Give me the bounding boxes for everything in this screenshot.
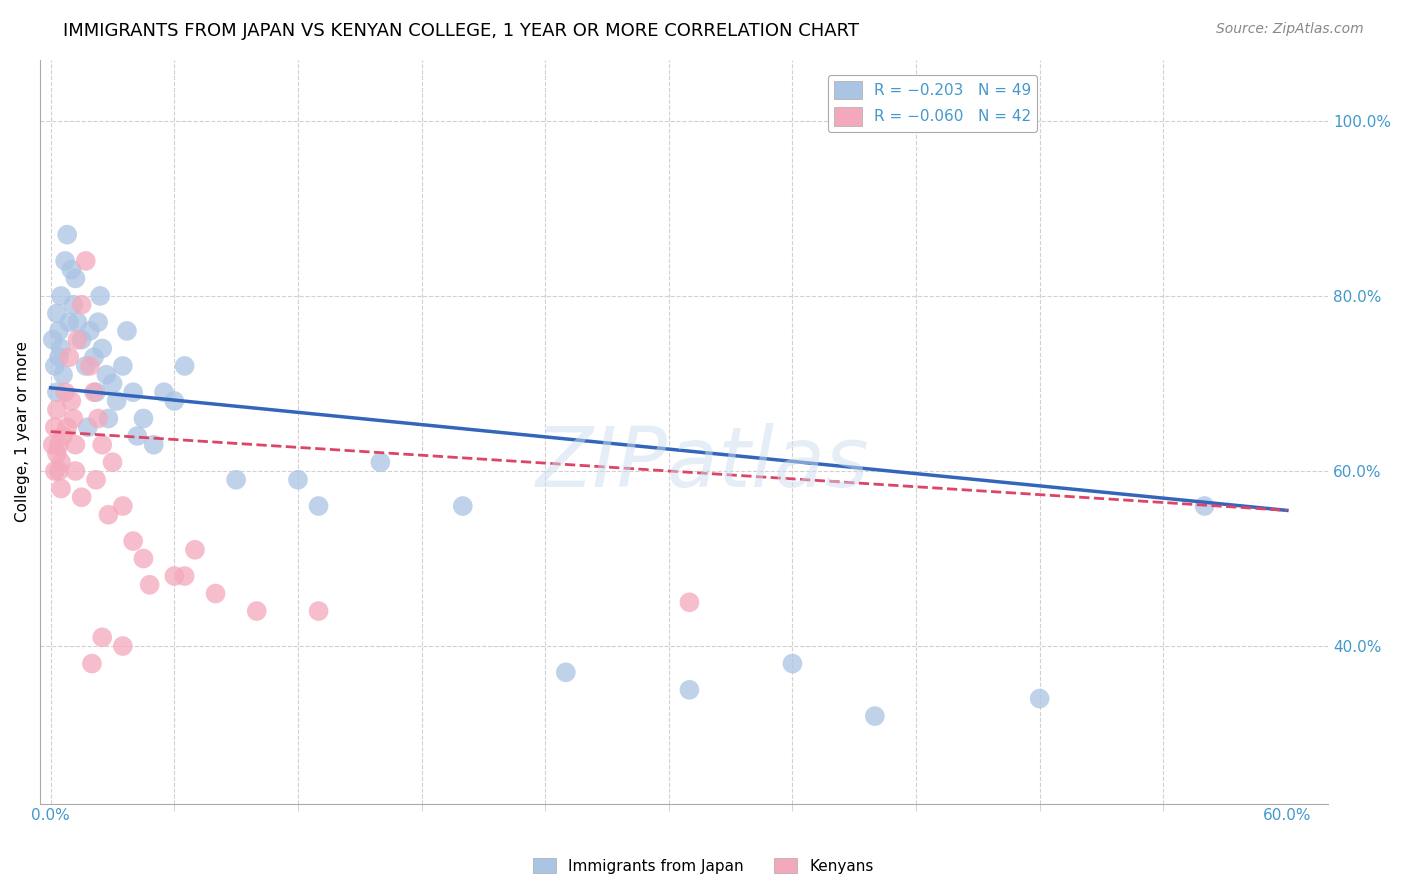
- Point: [138, 578, 160, 592]
- Point: [91, 342, 114, 356]
- Point: [45, 306, 67, 320]
- Point: [173, 359, 195, 373]
- Point: [173, 569, 195, 583]
- Point: [370, 455, 392, 469]
- Point: [49, 455, 72, 469]
- Point: [58, 350, 80, 364]
- Point: [91, 438, 114, 452]
- Point: [153, 385, 176, 400]
- Point: [87, 411, 110, 425]
- Point: [111, 639, 134, 653]
- Point: [127, 429, 149, 443]
- Point: [246, 604, 269, 618]
- Point: [48, 438, 70, 452]
- Point: [782, 657, 804, 671]
- Point: [53, 385, 76, 400]
- Point: [554, 665, 576, 680]
- Point: [89, 289, 111, 303]
- Point: [184, 542, 207, 557]
- Point: [75, 359, 97, 373]
- Point: [80, 657, 103, 671]
- Point: [52, 368, 75, 382]
- Point: [62, 298, 84, 312]
- Point: [56, 420, 79, 434]
- Point: [122, 385, 145, 400]
- Point: [1028, 691, 1050, 706]
- Point: [44, 464, 66, 478]
- Point: [48, 464, 70, 478]
- Point: [76, 420, 98, 434]
- Point: [79, 324, 101, 338]
- Point: [101, 376, 124, 391]
- Point: [863, 709, 886, 723]
- Point: [451, 499, 474, 513]
- Point: [56, 227, 79, 242]
- Point: [1194, 499, 1216, 513]
- Point: [87, 315, 110, 329]
- Point: [142, 438, 165, 452]
- Legend: Immigrants from Japan, Kenyans: Immigrants from Japan, Kenyans: [526, 852, 880, 880]
- Point: [115, 324, 138, 338]
- Point: [308, 604, 330, 618]
- Point: [111, 359, 134, 373]
- Point: [66, 333, 89, 347]
- Point: [45, 402, 67, 417]
- Text: Source: ZipAtlas.com: Source: ZipAtlas.com: [1216, 22, 1364, 37]
- Point: [678, 595, 700, 609]
- Point: [96, 368, 118, 382]
- Point: [45, 385, 67, 400]
- Point: [60, 262, 83, 277]
- Point: [204, 586, 226, 600]
- Point: [97, 411, 120, 425]
- Point: [163, 569, 186, 583]
- Point: [45, 446, 67, 460]
- Point: [70, 490, 93, 504]
- Point: [44, 359, 66, 373]
- Point: [84, 385, 107, 400]
- Point: [49, 482, 72, 496]
- Point: [111, 499, 134, 513]
- Legend: R = −0.203   N = 49, R = −0.060   N = 42: R = −0.203 N = 49, R = −0.060 N = 42: [828, 75, 1038, 132]
- Point: [79, 359, 101, 373]
- Text: ZIPatlas: ZIPatlas: [536, 424, 870, 504]
- Point: [48, 324, 70, 338]
- Point: [308, 499, 330, 513]
- Point: [163, 394, 186, 409]
- Point: [58, 315, 80, 329]
- Point: [49, 342, 72, 356]
- Point: [53, 254, 76, 268]
- Point: [84, 473, 107, 487]
- Point: [65, 271, 87, 285]
- Point: [122, 534, 145, 549]
- Point: [48, 350, 70, 364]
- Y-axis label: College, 1 year or more: College, 1 year or more: [15, 341, 30, 522]
- Point: [678, 682, 700, 697]
- Point: [60, 394, 83, 409]
- Point: [75, 254, 97, 268]
- Point: [42, 333, 65, 347]
- Point: [42, 438, 65, 452]
- Point: [66, 315, 89, 329]
- Point: [44, 420, 66, 434]
- Point: [70, 298, 93, 312]
- Point: [83, 350, 105, 364]
- Point: [105, 394, 128, 409]
- Point: [132, 411, 155, 425]
- Point: [62, 411, 84, 425]
- Point: [65, 438, 87, 452]
- Point: [97, 508, 120, 522]
- Point: [70, 333, 93, 347]
- Text: IMMIGRANTS FROM JAPAN VS KENYAN COLLEGE, 1 YEAR OR MORE CORRELATION CHART: IMMIGRANTS FROM JAPAN VS KENYAN COLLEGE,…: [63, 22, 859, 40]
- Point: [83, 385, 105, 400]
- Point: [49, 289, 72, 303]
- Point: [91, 630, 114, 644]
- Point: [52, 429, 75, 443]
- Point: [225, 473, 247, 487]
- Point: [132, 551, 155, 566]
- Point: [287, 473, 309, 487]
- Point: [101, 455, 124, 469]
- Point: [65, 464, 87, 478]
